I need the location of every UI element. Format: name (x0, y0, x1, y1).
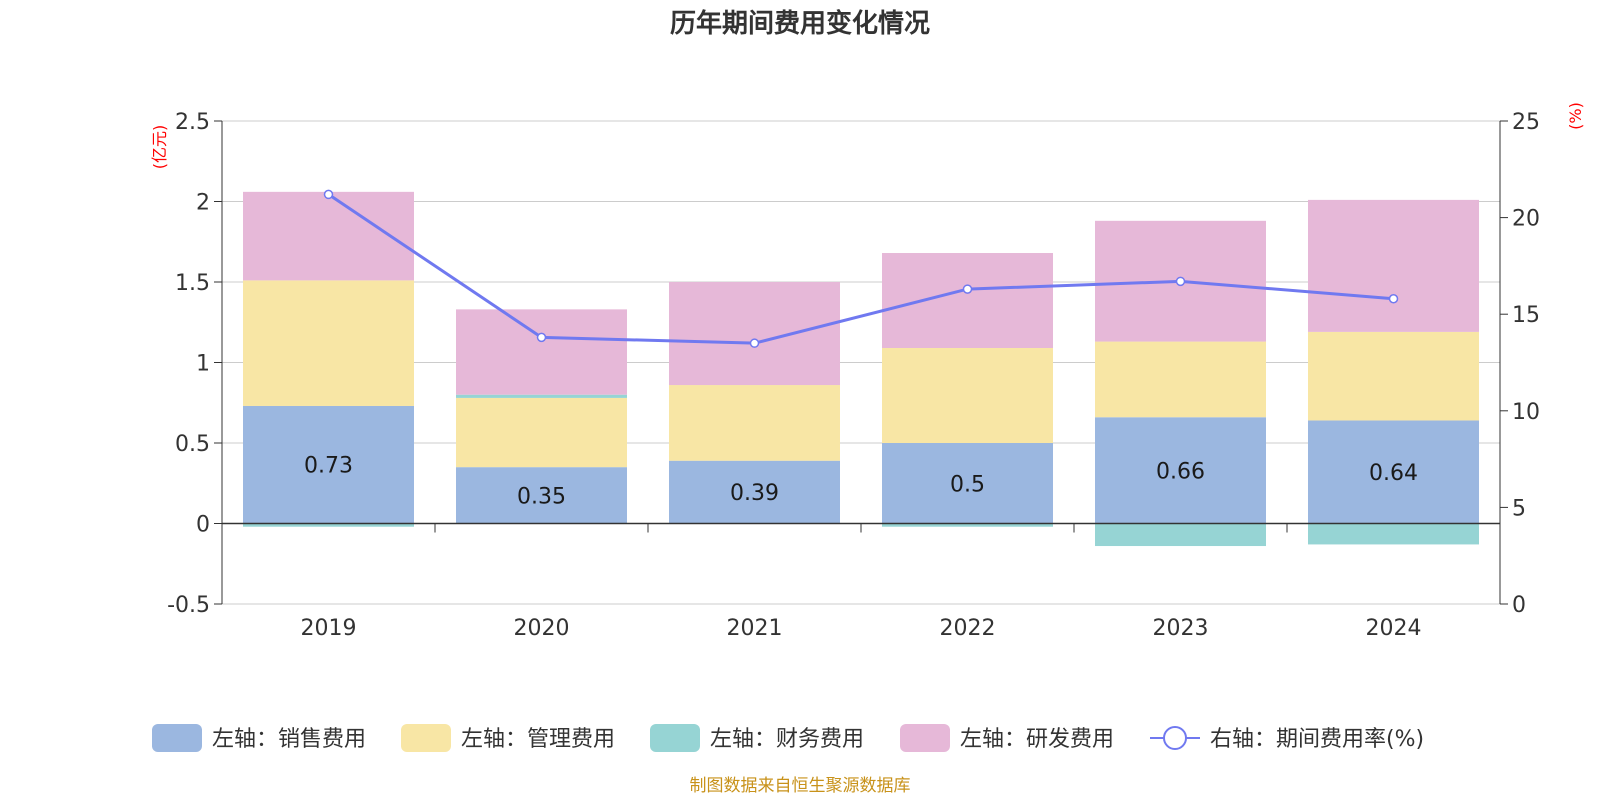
x-tick-label: 2022 (940, 616, 996, 641)
y-left-tick-label: 0.5 (175, 432, 210, 457)
source-note: 制图数据来自恒生聚源数据库 (690, 776, 911, 796)
legend-swatch (152, 724, 202, 752)
bar-segment (1095, 523, 1266, 547)
bars (243, 191, 1479, 547)
x-tick-label: 2021 (727, 616, 783, 641)
bar-segment (456, 467, 627, 524)
legend: 左轴：销售费用 左轴：管理费用 左轴：财务费用 左轴：研发费用 右轴：期间费用率(%) (152, 724, 1424, 752)
x-tick-label: 2019 (301, 616, 357, 641)
rate-point (1388, 293, 1399, 304)
rate-point (749, 338, 760, 348)
rate-point (323, 189, 334, 200)
rate-line-path (327, 193, 1394, 345)
bar-segment (1308, 331, 1479, 421)
y-left-tick-label: 0 (196, 513, 210, 538)
x-tick-label: 2023 (1153, 616, 1209, 641)
legend-label: 左轴：财务费用 (710, 727, 864, 752)
bar-value-label: 0.73 (304, 454, 353, 479)
bar-value-label: 0.35 (517, 484, 566, 509)
bar-value-label: 0.5 (950, 472, 985, 497)
bar-segment (1308, 523, 1479, 545)
bar-segment (1308, 420, 1479, 524)
axes: -0.5 0 0.5 1 1.5 2 2.5 0 5 10 15 20 25 (亿元) (%) 2019 202… (150, 102, 1585, 641)
legend-label: 右轴：期间费用率(%) (1210, 727, 1424, 752)
x-tick-label: 2020 (514, 616, 570, 641)
bar-segment (456, 309, 627, 395)
bar-segment (669, 460, 840, 524)
y-right-tick-label: 5 (1512, 496, 1526, 521)
bar-segment (882, 523, 1053, 527)
y-left-unit: (亿元) (150, 125, 169, 170)
legend-label: 左轴：管理费用 (461, 727, 615, 752)
bar-segment (669, 385, 840, 461)
bar-labels: 0.73 0.35 0.39 0.5 0.66 0.64 (304, 454, 1418, 510)
bar-value-label: 0.64 (1369, 461, 1418, 486)
chart-title: 历年期间费用变化情况 (670, 8, 930, 39)
bar-segment (456, 397, 627, 468)
rate-point (962, 284, 973, 294)
bar-segment (243, 523, 414, 527)
bar-segment (243, 191, 414, 281)
legend-swatch (401, 724, 451, 752)
bar-segment (456, 394, 627, 398)
bar-value-label: 0.66 (1156, 459, 1205, 484)
legend-label: 左轴：销售费用 (212, 727, 366, 752)
bar-segment (1095, 417, 1266, 524)
legend-label: 左轴：研发费用 (960, 727, 1114, 752)
y-right-tick-label: 20 (1512, 207, 1540, 232)
y-right-tick-label: 0 (1512, 593, 1526, 618)
grid (222, 120, 1500, 605)
rate-line (323, 189, 1399, 348)
legend-swatch (650, 724, 700, 752)
y-left-tick-label: 1.5 (175, 271, 210, 296)
bar-segment (243, 405, 414, 524)
y-left-tick-label: 1 (196, 352, 210, 377)
bar-segment (1308, 199, 1479, 332)
rate-point (536, 332, 547, 343)
y-left-tick-label: 2.5 (175, 110, 210, 135)
x-tick-label: 2024 (1366, 616, 1422, 641)
bar-value-label: 0.39 (730, 481, 779, 506)
y-right-tick-label: 25 (1512, 110, 1540, 135)
bar-segment (882, 253, 1053, 349)
bar-segment (1095, 341, 1266, 418)
bar-segment (243, 280, 414, 406)
bar-segment (882, 348, 1053, 443)
y-left-tick-label: -0.5 (167, 593, 210, 618)
rate-point (1175, 276, 1186, 287)
bar-segment (669, 282, 840, 386)
y-right-tick-label: 10 (1512, 400, 1540, 425)
y-right-unit: (%) (1566, 102, 1585, 130)
legend-marker-icon (1163, 726, 1187, 750)
y-left-tick-label: 2 (196, 191, 210, 216)
y-right-tick-label: 15 (1512, 303, 1540, 328)
legend-swatch (900, 724, 950, 752)
bar-segment (882, 443, 1053, 524)
